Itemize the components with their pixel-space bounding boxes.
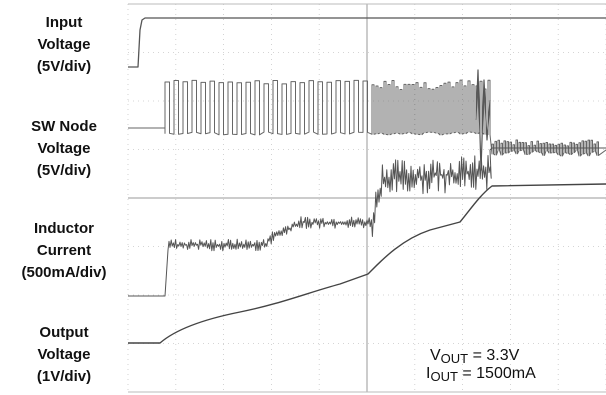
label-line: Input bbox=[45, 14, 83, 31]
label-line: Output bbox=[39, 324, 89, 341]
annotation-vout: VOUT = 3.3V bbox=[430, 347, 520, 366]
trace-sw-node-voltage bbox=[128, 79, 606, 157]
trace-inductor-current bbox=[128, 147, 606, 297]
trace-input-voltage bbox=[128, 17, 606, 68]
label-line: (5V/div) bbox=[36, 162, 92, 179]
channel-label-input-voltage: Input Voltage (5V/div) bbox=[0, 12, 128, 78]
grid-lines bbox=[127, 3, 606, 393]
annotation-iout: IOUT = 1500mA bbox=[426, 365, 536, 384]
label-line: Current bbox=[36, 242, 92, 259]
traces-group bbox=[128, 17, 606, 344]
label-line: Inductor bbox=[34, 220, 94, 237]
label-line: SW Node bbox=[31, 118, 97, 135]
trace-sw-spike bbox=[475, 69, 491, 171]
label-line: (500mA/div) bbox=[21, 264, 107, 281]
trace-output-voltage bbox=[128, 183, 606, 344]
label-line: (5V/div) bbox=[36, 58, 92, 75]
channel-label-output-voltage: Output Voltage (1V/div) bbox=[0, 322, 128, 388]
label-line: Voltage bbox=[37, 140, 91, 157]
channel-label-inductor-current: Inductor Current (500mA/div) bbox=[0, 218, 128, 284]
channel-label-sw-node: SW Node Voltage (5V/div) bbox=[0, 116, 128, 182]
label-line: Voltage bbox=[37, 36, 91, 53]
label-line: Voltage bbox=[37, 346, 91, 363]
label-line: (1V/div) bbox=[36, 368, 92, 385]
